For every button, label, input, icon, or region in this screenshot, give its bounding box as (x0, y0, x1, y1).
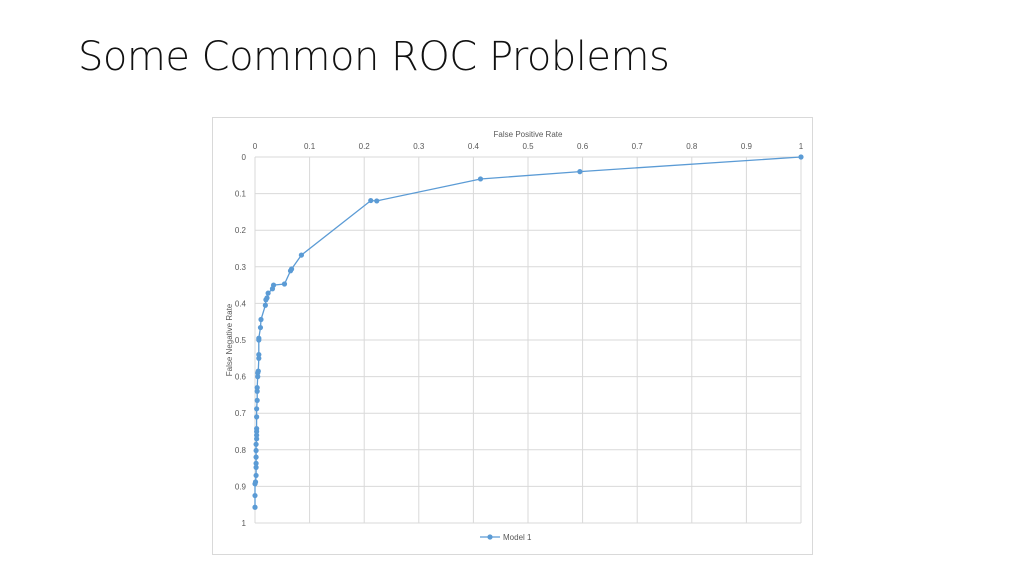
y-tick-label: 0.9 (235, 482, 247, 491)
x-tick-label: 1 (799, 142, 804, 151)
y-tick-label: 0.6 (235, 373, 247, 382)
data-point-marker (257, 324, 264, 331)
data-point-marker (254, 397, 260, 403)
data-point-marker (374, 198, 380, 204)
data-point-marker (255, 374, 261, 380)
x-tick-label: 0.5 (522, 142, 534, 151)
legend-marker-icon (487, 534, 493, 540)
data-point-marker (253, 472, 259, 479)
x-tick-label: 0.2 (359, 142, 371, 151)
y-tick-label: 0 (242, 153, 247, 162)
data-point-marker (281, 281, 288, 287)
x-tick-label: 0.3 (413, 142, 425, 151)
legend-label: Model 1 (503, 533, 532, 542)
data-point-marker (254, 428, 260, 435)
data-point-marker (252, 481, 258, 487)
data-point-marker (253, 460, 259, 466)
data-point-marker (368, 197, 374, 204)
x-tick-label: 0.1 (304, 142, 316, 151)
data-point-marker (269, 286, 276, 292)
data-point-marker (254, 436, 260, 442)
data-point-marker (258, 316, 264, 323)
data-point-marker (298, 252, 305, 258)
x-tick-label: 0.6 (577, 142, 589, 151)
x-tick-label: 0 (253, 142, 258, 151)
data-point-marker (255, 370, 261, 376)
y-tick-label: 0.1 (235, 190, 247, 199)
data-point-marker (287, 268, 294, 274)
x-tick-label: 0.8 (686, 142, 698, 151)
chart-plot-area: 0 0.1 0.2 0.3 0.4 0.5 0.6 0.7 0.8 0.9 1 0 0.1 0.2 0.3 0… (225, 130, 804, 542)
data-point-marker (256, 352, 262, 358)
data-point-marker (253, 464, 259, 470)
data-point-marker (254, 406, 260, 412)
roc-chart: 0 0.1 0.2 0.3 0.4 0.5 0.6 0.7 0.8 0.9 1 0 0.1 0.2 0.3 0… (212, 117, 813, 555)
y-tick-label: 0.8 (235, 446, 247, 455)
data-point-marker (256, 337, 262, 343)
data-point-marker (254, 388, 260, 394)
data-point-marker (252, 504, 258, 510)
y-tick-label: 0.2 (235, 226, 247, 235)
data-point-marker (477, 176, 484, 182)
x-tick-label: 0.7 (632, 142, 644, 151)
data-point-marker (253, 454, 259, 460)
data-point-marker (253, 447, 259, 454)
data-point-marker (256, 355, 262, 361)
y-tick-label: 0.7 (235, 409, 247, 418)
y-tick-label: 1 (242, 519, 247, 528)
data-point-marker (254, 414, 260, 420)
y-tick-label: 0.3 (235, 263, 247, 272)
data-point-marker (262, 302, 268, 308)
data-point-marker (252, 492, 258, 499)
data-point-marker (254, 432, 260, 438)
data-point-marker (253, 441, 259, 447)
x-tick-label: 0.9 (741, 142, 753, 151)
data-point-marker (577, 169, 583, 175)
x-axis-title: False Positive Rate (494, 130, 563, 139)
data-point-marker (798, 154, 804, 160)
data-point-marker (263, 297, 269, 303)
y-tick-label: 0.4 (235, 299, 247, 308)
x-tick-label: 0.4 (468, 142, 480, 151)
y-axis-title: False Negative Rate (225, 303, 234, 376)
y-tick-label: 0.5 (235, 336, 247, 345)
data-point-marker (254, 384, 260, 391)
slide-title: Some Common ROC Problems (78, 34, 670, 80)
data-point-marker (265, 290, 271, 296)
